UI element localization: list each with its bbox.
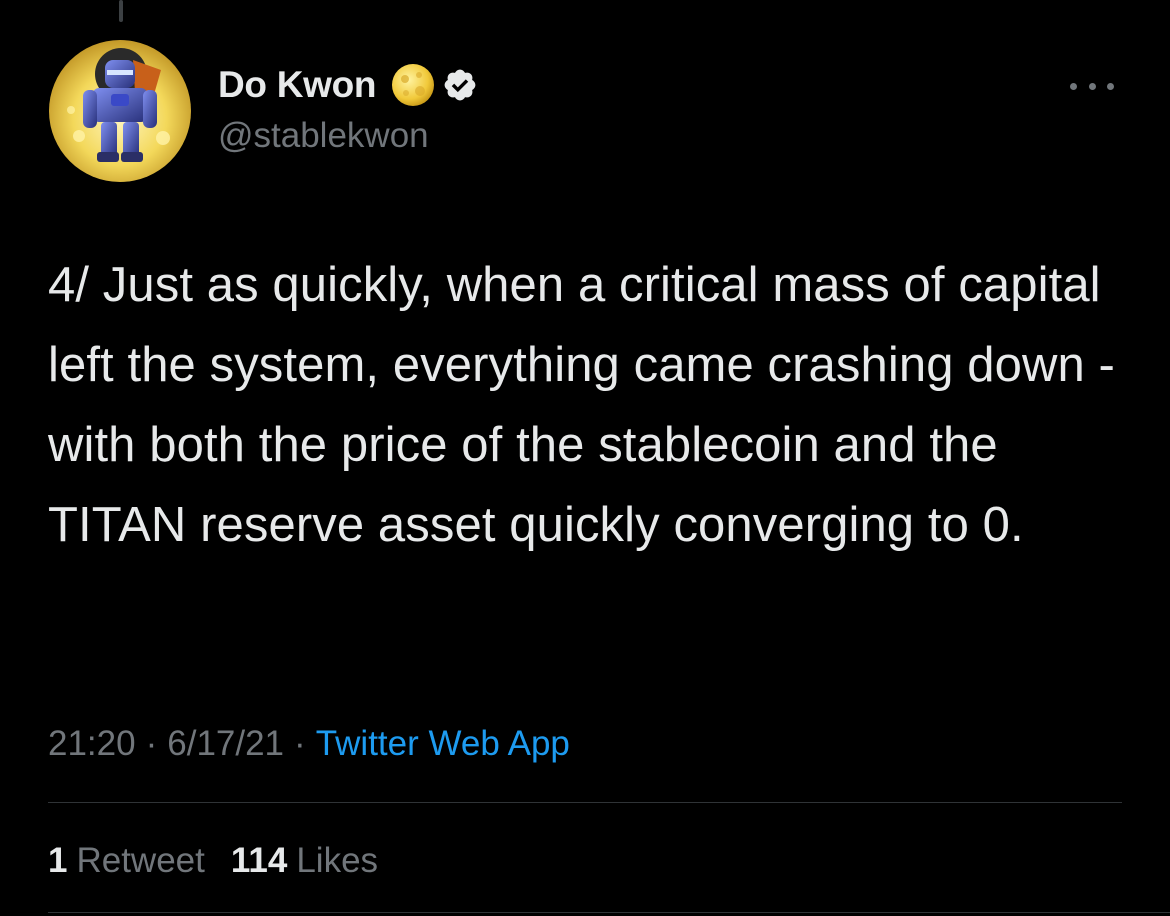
likes-stat[interactable]: 114 Likes xyxy=(231,841,378,881)
likes-count: 114 xyxy=(230,841,288,880)
author-handle[interactable]: @stablekwon xyxy=(218,116,429,155)
meta-separator: · xyxy=(145,724,158,763)
robot-avatar-icon xyxy=(49,40,191,182)
engagement-stats: 1 Retweet 114 Likes xyxy=(48,836,378,886)
retweets-stat[interactable]: 1 Retweet xyxy=(48,841,205,881)
more-dots-icon xyxy=(1088,82,1096,90)
full-moon-emoji-icon xyxy=(392,64,435,106)
divider xyxy=(48,802,1122,803)
retweets-label: Retweet xyxy=(76,841,205,880)
more-options-button[interactable] xyxy=(1064,68,1120,104)
more-dots-icon xyxy=(1070,82,1077,90)
likes-label: Likes xyxy=(296,841,379,880)
divider xyxy=(48,912,1170,913)
verified-badge-icon xyxy=(444,69,476,101)
avatar[interactable] xyxy=(49,40,191,182)
tweet-time[interactable]: 21:20 xyxy=(48,724,136,763)
retweets-count: 1 xyxy=(48,841,68,880)
more-dots-icon xyxy=(1107,82,1114,90)
tweet-source-link[interactable]: Twitter Web App xyxy=(315,724,570,763)
author-name-row[interactable]: Do Kwon xyxy=(218,62,478,108)
author-display-name[interactable]: Do Kwon xyxy=(218,64,377,105)
thread-connector-line xyxy=(119,0,123,22)
tweet-metadata: 21:20 · 6/17/21 · Twitter Web App xyxy=(48,718,570,770)
meta-separator: · xyxy=(294,724,306,763)
tweet-text: 4/ Just as quickly, when a critical mass… xyxy=(48,258,1115,552)
tweet-date[interactable]: 6/17/21 xyxy=(167,724,285,763)
